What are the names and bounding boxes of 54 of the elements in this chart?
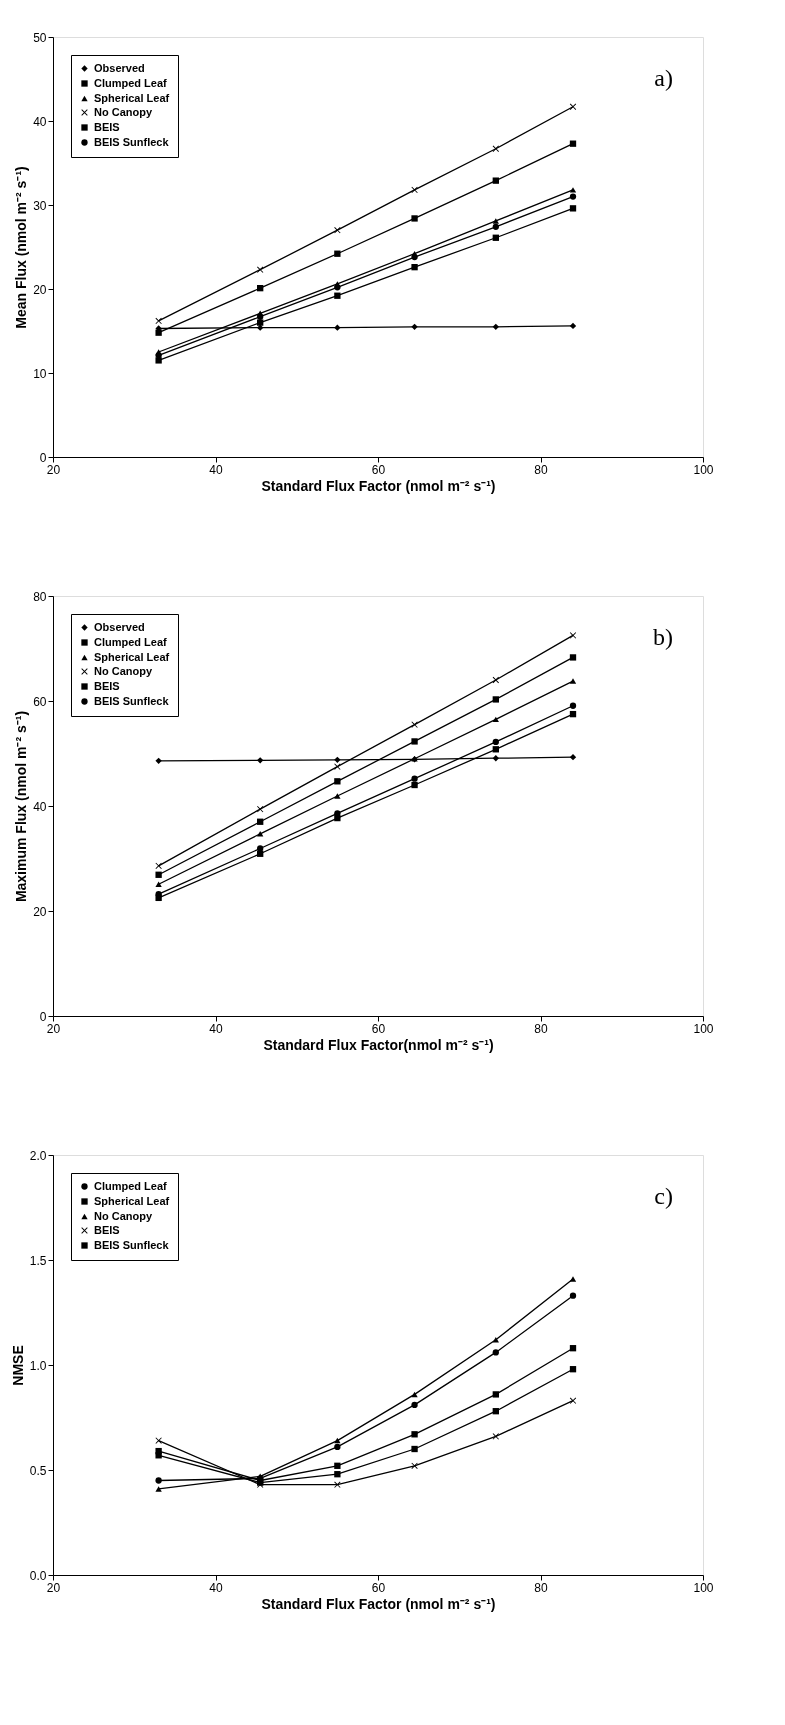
y-axis-title: NMSE	[9, 1345, 26, 1386]
x-tick-label: 100	[693, 1021, 714, 1036]
y-tick-label: 1.5	[29, 1253, 47, 1268]
legend-label: Spherical Leaf	[94, 1194, 170, 1207]
legend-label: Observed	[94, 61, 145, 74]
legend-label: BEIS	[94, 120, 120, 133]
legend-label: BEIS Sunfleck	[94, 1238, 170, 1251]
y-tick-label: 50	[33, 30, 47, 45]
x-tick-label: 40	[209, 462, 223, 477]
legend-label: Clumped Leaf	[94, 76, 168, 89]
y-tick-label: 20	[33, 282, 47, 297]
annotation: c)	[654, 1183, 673, 1209]
legend-label: Observed	[94, 620, 145, 633]
x-axis-title: Standard Flux Factor (nmol m⁻² s⁻¹)	[261, 477, 496, 494]
x-tick-label: 40	[209, 1580, 223, 1595]
y-tick-label: 0.5	[29, 1463, 47, 1478]
y-tick-label: 30	[33, 198, 47, 213]
y-tick-label: 10	[33, 366, 47, 381]
legend-label: No Canopy	[94, 664, 153, 677]
y-tick-label: 40	[33, 799, 47, 814]
x-axis-title: Standard Flux Factor(nmol m⁻² s⁻¹)	[263, 1036, 494, 1053]
x-tick-label: 60	[371, 1580, 386, 1595]
x-tick-label: 40	[209, 1021, 223, 1036]
x-axis-title: Standard Flux Factor (nmol m⁻² s⁻¹)	[261, 1595, 496, 1612]
x-tick-label: 100	[693, 1580, 714, 1595]
y-tick-label: 1.0	[29, 1358, 47, 1373]
x-tick-label: 80	[534, 462, 548, 477]
annotation: a)	[654, 65, 673, 91]
legend-label: Clumped Leaf	[94, 1179, 168, 1192]
y-tick-label: 60	[33, 694, 47, 709]
y-tick-label: 80	[33, 589, 47, 604]
legend-label: Clumped Leaf	[94, 635, 168, 648]
y-tick-label: 20	[33, 904, 47, 919]
x-tick-label: 80	[534, 1021, 548, 1036]
y-tick-label: 2.0	[29, 1148, 47, 1163]
annotation: b)	[653, 624, 673, 650]
y-tick-label: 0.0	[29, 1568, 47, 1583]
x-tick-label: 60	[371, 462, 386, 477]
y-tick-label: 0	[39, 1009, 47, 1024]
y-axis-title: Maximum Flux (nmol m⁻² s⁻¹)	[13, 710, 30, 903]
legend-label: No Canopy	[94, 105, 153, 118]
legend-label: BEIS	[94, 679, 120, 692]
legend-label: BEIS	[94, 1223, 120, 1236]
y-tick-label: 40	[33, 114, 47, 129]
legend-label: No Canopy	[94, 1209, 153, 1222]
x-tick-label: 100	[693, 462, 714, 477]
x-tick-label: 80	[534, 1580, 548, 1595]
legend-label: Spherical Leaf	[94, 91, 170, 104]
legend-label: BEIS Sunfleck	[94, 694, 170, 707]
x-tick-label: 60	[371, 1021, 386, 1036]
legend-label: BEIS Sunfleck	[94, 135, 170, 148]
y-axis-title: Mean Flux (nmol m⁻² s⁻¹)	[13, 166, 30, 329]
legend-label: Spherical Leaf	[94, 650, 170, 663]
y-tick-label: 0	[39, 450, 47, 465]
